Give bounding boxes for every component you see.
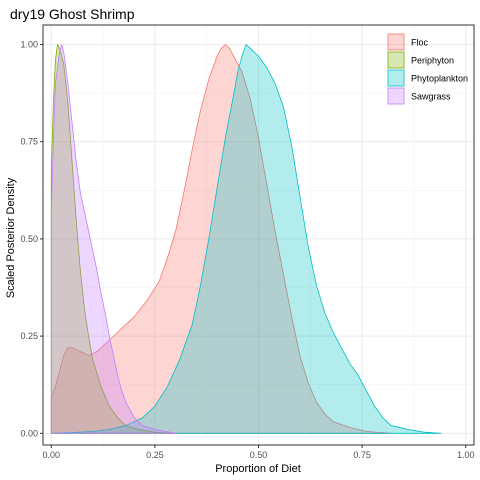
y-axis-ticks: 0.00 0.25 0.50 0.75 1.00 <box>20 39 43 438</box>
x-tick-label: 1.00 <box>457 450 475 460</box>
x-tick-label: 0.50 <box>250 450 268 460</box>
legend-label-periphyton: Periphyton <box>411 56 454 66</box>
y-tick-label: 0.50 <box>20 234 38 244</box>
x-axis-ticks: 0.00 0.25 0.50 0.75 1.00 <box>43 445 475 460</box>
area-floc <box>50 44 392 434</box>
legend-key-phytoplankton <box>387 69 405 87</box>
legend-label-phytoplankton: Phytoplankton <box>411 74 468 84</box>
area-sawgrass <box>50 44 177 434</box>
y-tick-label: 1.00 <box>20 39 38 49</box>
x-tick-label: 0.00 <box>43 450 61 460</box>
density-areas <box>50 44 442 434</box>
x-tick-label: 0.25 <box>146 450 164 460</box>
y-tick-label: 0.25 <box>20 331 38 341</box>
legend-key-sawgrass <box>387 87 405 105</box>
legend-label-floc: Floc <box>411 38 429 48</box>
x-tick-label: 0.75 <box>353 450 371 460</box>
area-periphyton <box>50 44 177 434</box>
legend-label-sawgrass: Sawgrass <box>411 92 451 102</box>
legend: Floc Periphyton Phytoplankton Sawgrass <box>387 33 468 105</box>
area-phytoplankton <box>50 44 442 434</box>
chart-title: dry19 Ghost Shrimp <box>10 6 135 22</box>
y-axis-label: Scaled Posterior Density <box>5 177 17 298</box>
legend-key-floc <box>387 33 405 51</box>
y-tick-label: 0.75 <box>20 137 38 147</box>
legend-key-periphyton <box>387 51 405 69</box>
x-axis-label: Proportion of Diet <box>215 463 301 475</box>
y-tick-label: 0.00 <box>20 428 38 438</box>
